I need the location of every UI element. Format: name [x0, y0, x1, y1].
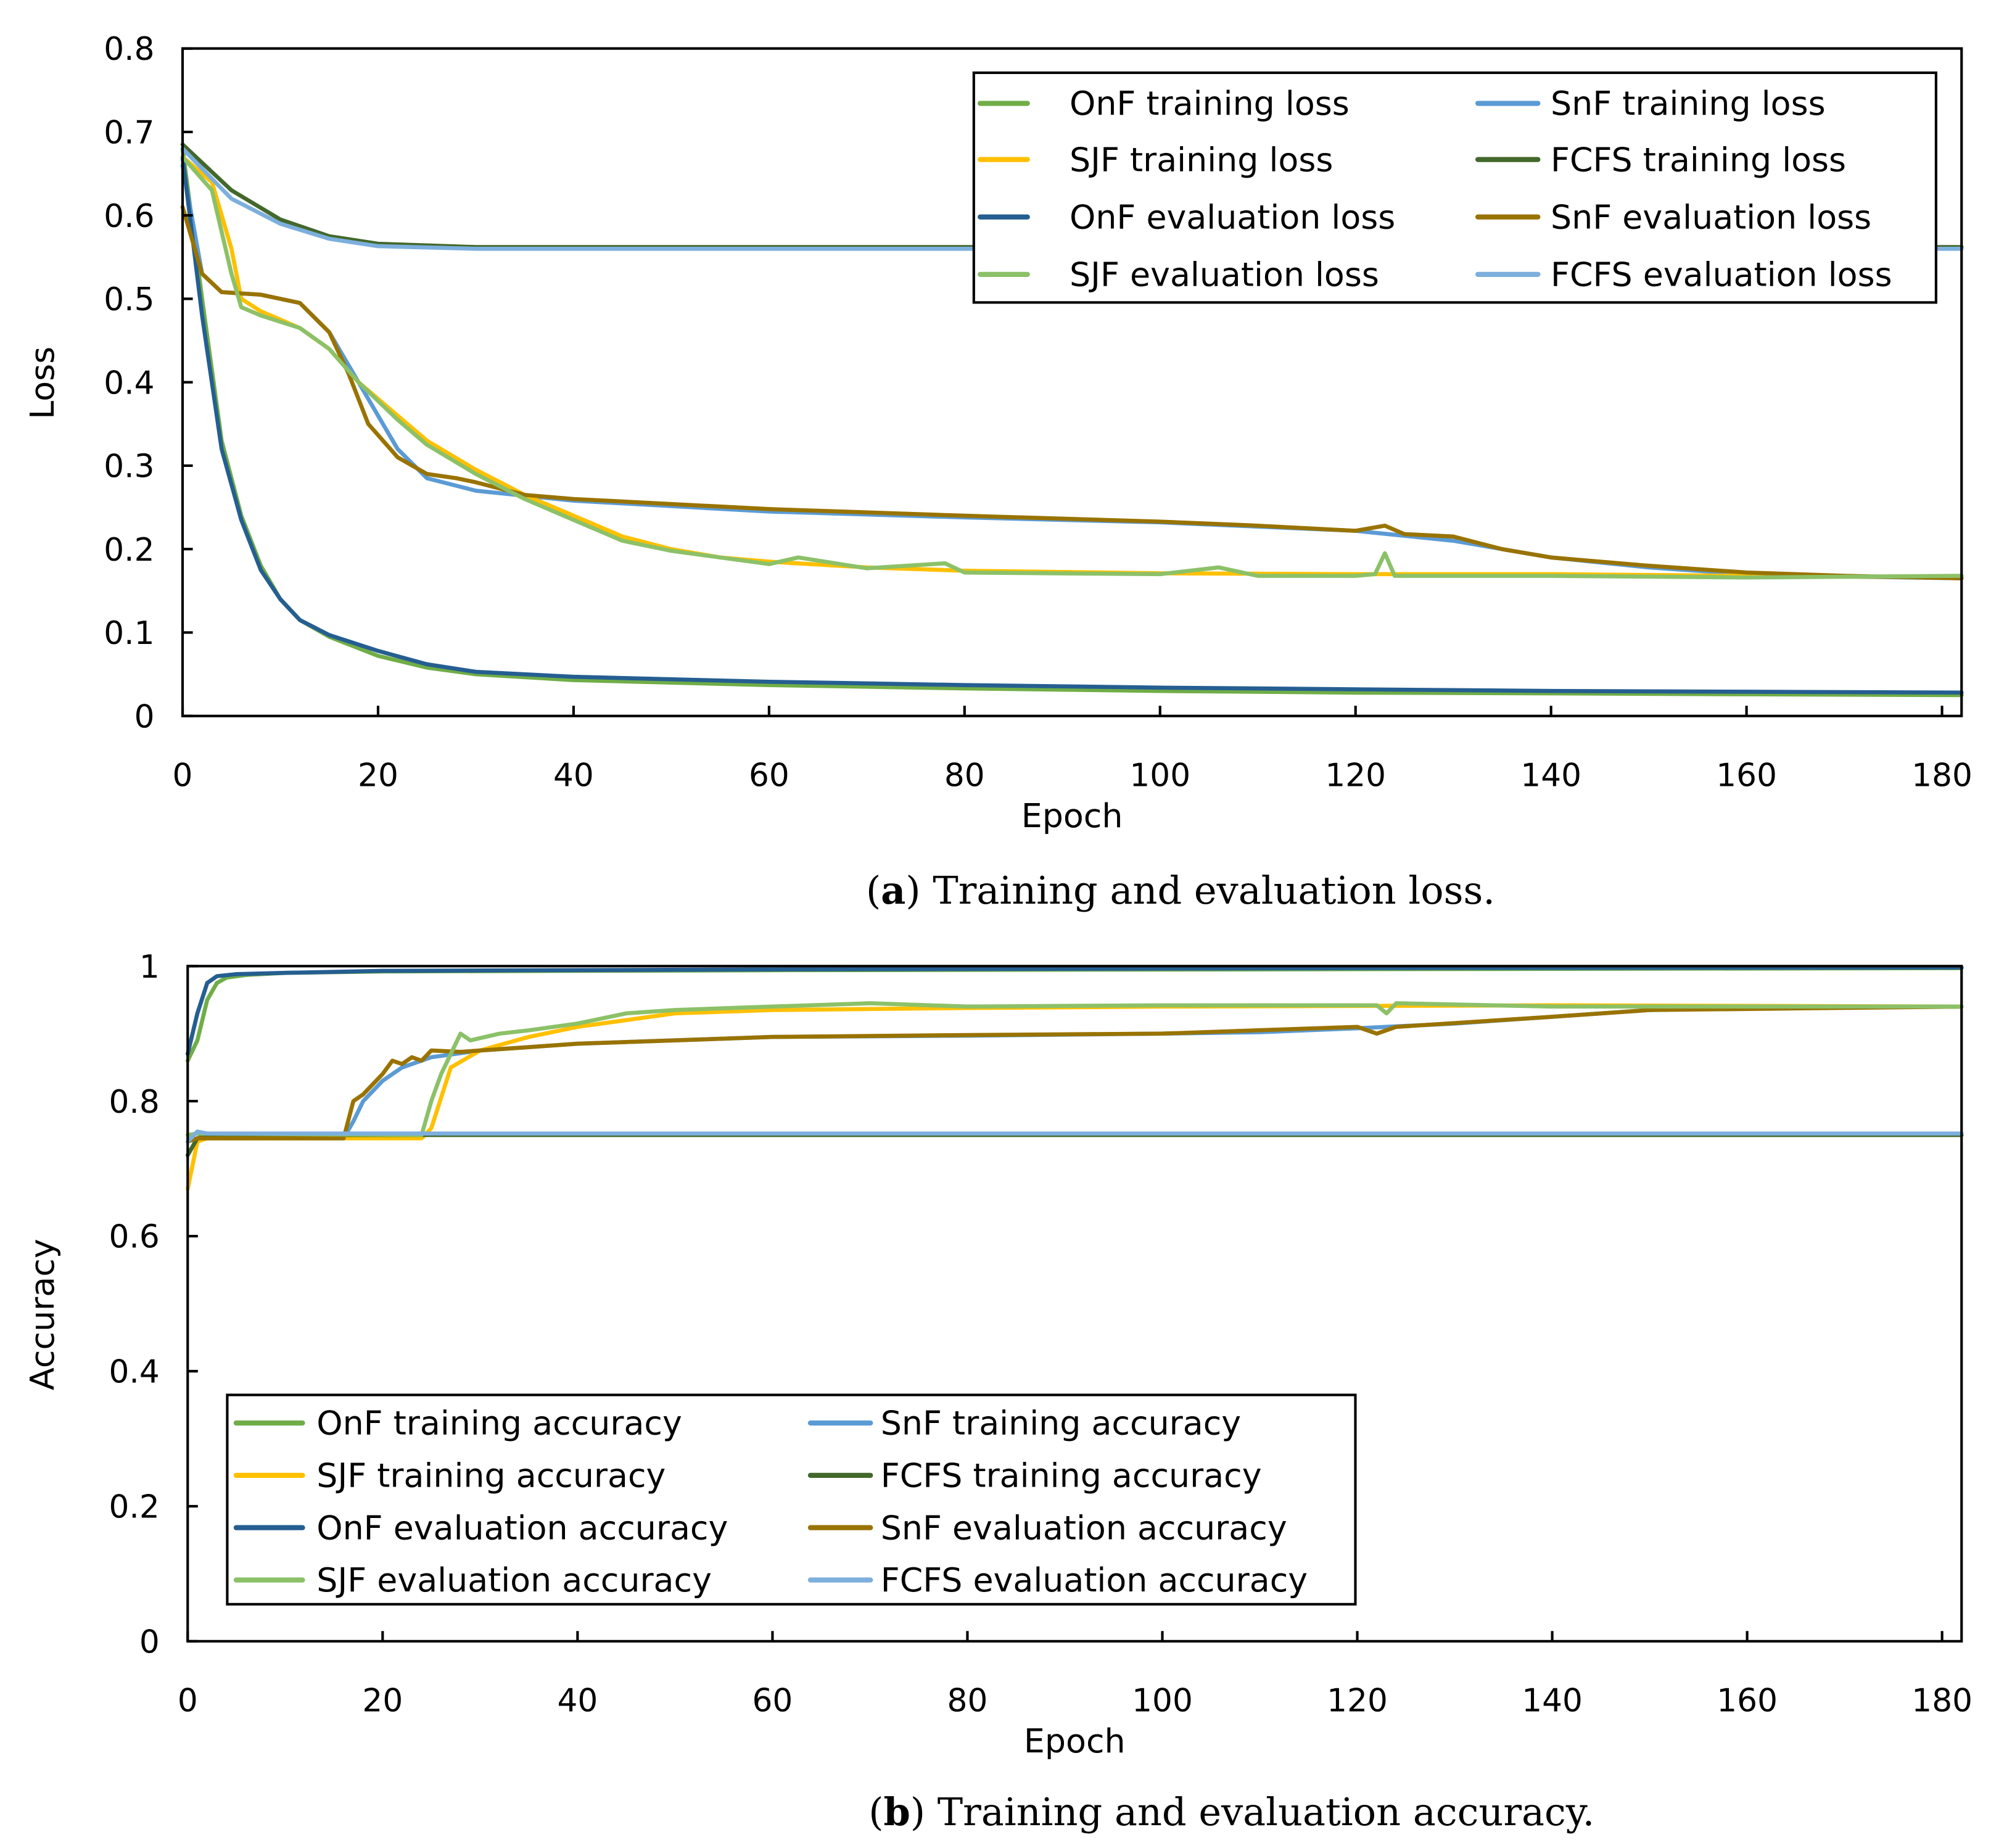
series-line-6 [185, 1001, 1964, 1137]
x-tick-label: 100 [1132, 1683, 1193, 1720]
y-tick-label: 0.8 [104, 31, 154, 68]
series-line-3 [185, 1132, 1964, 1158]
caption: (a) Training and evaluation loss. [866, 868, 1495, 913]
legend-box [972, 71, 1937, 304]
y-tick-label: 0.2 [104, 532, 154, 569]
plot-frame [186, 965, 1963, 1643]
y-tick-label: 0 [134, 698, 155, 735]
series-line-5 [185, 1004, 1964, 1144]
caption-text: ) Training and evaluation accuracy. [910, 1789, 1594, 1834]
x-tick-label: 160 [1716, 757, 1777, 794]
legend-label-4: OnF evaluation accuracy [316, 1508, 728, 1547]
legend-label-3: FCFS training loss [1551, 140, 1846, 179]
x-tick-label: 140 [1520, 757, 1581, 794]
legend-label-4: OnF evaluation loss [1070, 197, 1395, 236]
y-tick-label: 0.6 [109, 1219, 160, 1256]
series-line-4 [185, 965, 1964, 1056]
y-tick-label: 0.2 [109, 1489, 160, 1526]
caption-label: a [881, 868, 905, 913]
legend-label-0: OnF training accuracy [316, 1404, 682, 1443]
x-tick-label: 0 [173, 757, 193, 794]
accuracy-chart: 0 0.2 0.4 0.6 0.8 1 0 20 40 60 80 100 120 140 160 180 Ep… [23, 949, 1972, 1834]
caption: (b) Training and evaluation accuracy. [868, 1789, 1594, 1834]
x-tick-label: 40 [553, 757, 594, 794]
y-axis-label: Loss [23, 347, 62, 419]
legend: OnF training accuracy SnF training accura… [226, 1393, 1357, 1606]
y-tick-label: 1 [139, 949, 160, 986]
series-line-7 [185, 1129, 1964, 1144]
loss-chart: 0 0.1 0.2 0.3 0.4 0.5 0.6 0.7 0.8 0 20 40 60 80 100 120… [23, 31, 1972, 913]
legend-label-0: OnF training loss [1070, 84, 1350, 123]
x-tick-label: 140 [1522, 1683, 1583, 1720]
y-tick-label: 0.1 [104, 615, 154, 652]
y-tick-label: 0.7 [104, 115, 154, 152]
legend-label-5: SnF evaluation accuracy [881, 1508, 1287, 1547]
legend-label-7: FCFS evaluation loss [1551, 255, 1892, 294]
series-line-6 [180, 155, 1964, 580]
x-tick-label: 60 [752, 1683, 793, 1720]
x-axis-label: Epoch [1021, 796, 1123, 835]
x-tick-label: 80 [944, 757, 985, 794]
x-tick-label: 100 [1129, 757, 1190, 794]
legend-label-7: FCFS evaluation accuracy [881, 1561, 1308, 1599]
x-tick-label: 40 [557, 1683, 598, 1720]
y-tick-label: 0.6 [104, 198, 154, 235]
x-tick-label: 120 [1325, 757, 1386, 794]
legend-label-2: SJF training accuracy [316, 1456, 666, 1495]
y-tick-label: 0.3 [104, 448, 154, 485]
caption-text: ) Training and evaluation loss. [905, 868, 1495, 913]
caption-label: b [883, 1789, 910, 1834]
series-line-5 [180, 205, 1964, 580]
y-tick-label: 0.5 [104, 281, 154, 318]
legend: OnF training loss SnF training loss SJF tr… [972, 71, 1937, 304]
x-tick-label: 120 [1327, 1683, 1388, 1720]
legend-label-1: SnF training accuracy [881, 1404, 1241, 1443]
y-tick-label: 0.8 [109, 1084, 160, 1121]
legend-label-2: SJF training loss [1070, 140, 1333, 179]
y-axis-label: Accuracy [23, 1239, 62, 1390]
x-tick-label: 60 [749, 757, 789, 794]
legend-label-1: SnF training loss [1551, 84, 1826, 123]
x-tick-label: 180 [1911, 1683, 1972, 1720]
x-tick-label: 20 [358, 757, 398, 794]
x-tick-label: 80 [947, 1683, 988, 1720]
series-line-2 [180, 155, 1964, 580]
legend-label-6: SJF evaluation accuracy [316, 1561, 712, 1599]
y-tick-label: 0.4 [104, 365, 154, 402]
x-tick-label: 160 [1717, 1683, 1778, 1720]
legend-box [226, 1393, 1357, 1606]
x-tick-label: 0 [178, 1683, 198, 1720]
legend-label-3: FCFS training accuracy [881, 1456, 1262, 1495]
legend-label-5: SnF evaluation loss [1551, 197, 1871, 236]
x-axis-label: Epoch [1024, 1722, 1126, 1760]
caption-open: ( [868, 1789, 883, 1834]
x-tick-label: 20 [362, 1683, 403, 1720]
y-tick-label: 0 [139, 1623, 160, 1660]
caption-open: ( [866, 868, 881, 913]
legend-label-6: SJF evaluation loss [1070, 255, 1379, 294]
x-tick-label: 180 [1911, 757, 1972, 794]
series-line-4 [180, 155, 1964, 695]
series-line-7 [180, 146, 1964, 251]
y-tick-label: 0.4 [109, 1354, 160, 1391]
